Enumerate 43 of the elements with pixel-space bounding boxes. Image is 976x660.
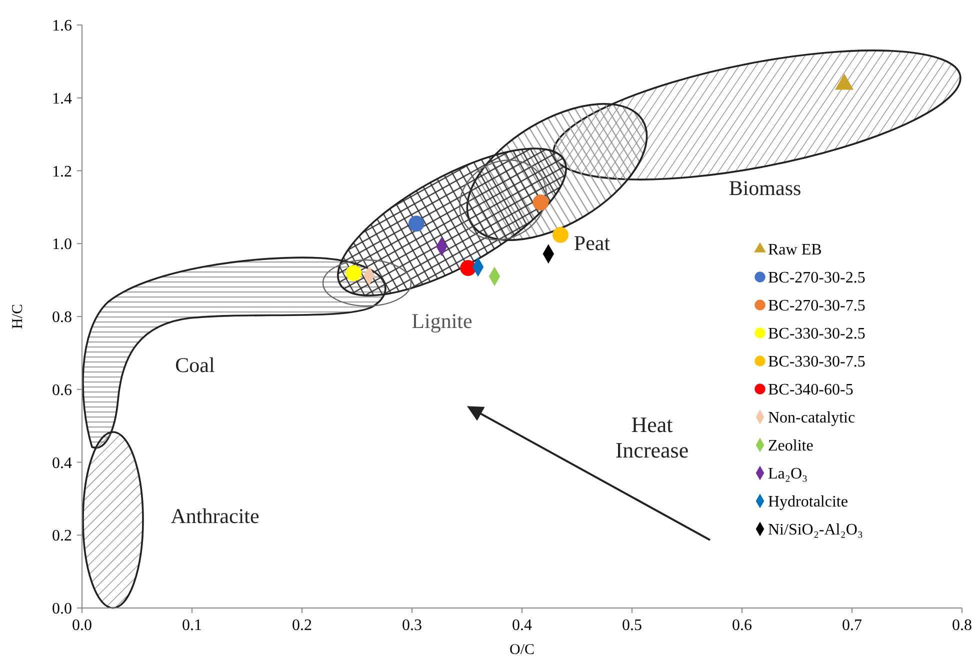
legend-label: Hydrotalcite	[768, 494, 848, 511]
annotation: Heat Increase	[615, 412, 689, 462]
x-tick-label: 0.7	[842, 617, 862, 634]
point	[834, 74, 854, 90]
point	[460, 260, 476, 276]
y-tick-label: 0.8	[52, 309, 72, 326]
annotation: Lignite	[412, 309, 472, 333]
x-tick-label: 0.2	[292, 617, 312, 634]
y-tick-label: 0.2	[52, 528, 72, 545]
legend-label: BC-340-60-5	[768, 382, 854, 399]
legend-label: BC-330-30-7.5	[768, 354, 866, 371]
legend-label: Zeolite	[768, 438, 814, 455]
y-tick-label: 0.0	[52, 600, 72, 618]
legend-label: Non-catalytic	[768, 410, 856, 427]
annotation: Biomass	[728, 176, 802, 200]
y-tick-label: 1.6	[52, 18, 72, 35]
annotation: Coal	[175, 353, 215, 377]
x-tick-label: 0.6	[732, 617, 752, 634]
y-tick-label: 0.6	[52, 382, 72, 399]
point	[346, 265, 362, 282]
legend-label: BC-270-30-2.5	[768, 270, 866, 287]
x-tick-label: 0.5	[622, 617, 642, 634]
legend-label: Ni/SiO₂-Al₂O₃	[768, 522, 863, 539]
point	[552, 226, 568, 243]
x-tick-label: 0.1	[182, 617, 202, 634]
y-tick-label: 0.4	[52, 454, 72, 472]
y-tick-label: 1.2	[52, 163, 72, 180]
y-axis-title: H/C	[10, 304, 26, 330]
legend-label: Raw EB	[768, 242, 822, 259]
legend-label: BC-330-30-2.5	[768, 326, 866, 343]
legend-label: La₂O₃	[768, 466, 808, 483]
point	[408, 216, 424, 232]
annotation: Anthracite	[170, 504, 260, 528]
x-tick-label: 0.8	[952, 617, 972, 634]
annotation: Peat	[574, 231, 610, 255]
x-tick-label: 0.4	[512, 617, 532, 634]
point	[532, 194, 549, 210]
y-tick-label: 1.0	[52, 236, 72, 254]
x-tick-label: 0.0	[72, 617, 92, 634]
x-axis-title: O/C	[509, 642, 535, 658]
x-tick-label: 0.3	[402, 617, 422, 634]
legend-label: BC-270-30-7.5	[768, 298, 866, 315]
y-tick-label: 1.4	[52, 90, 72, 108]
